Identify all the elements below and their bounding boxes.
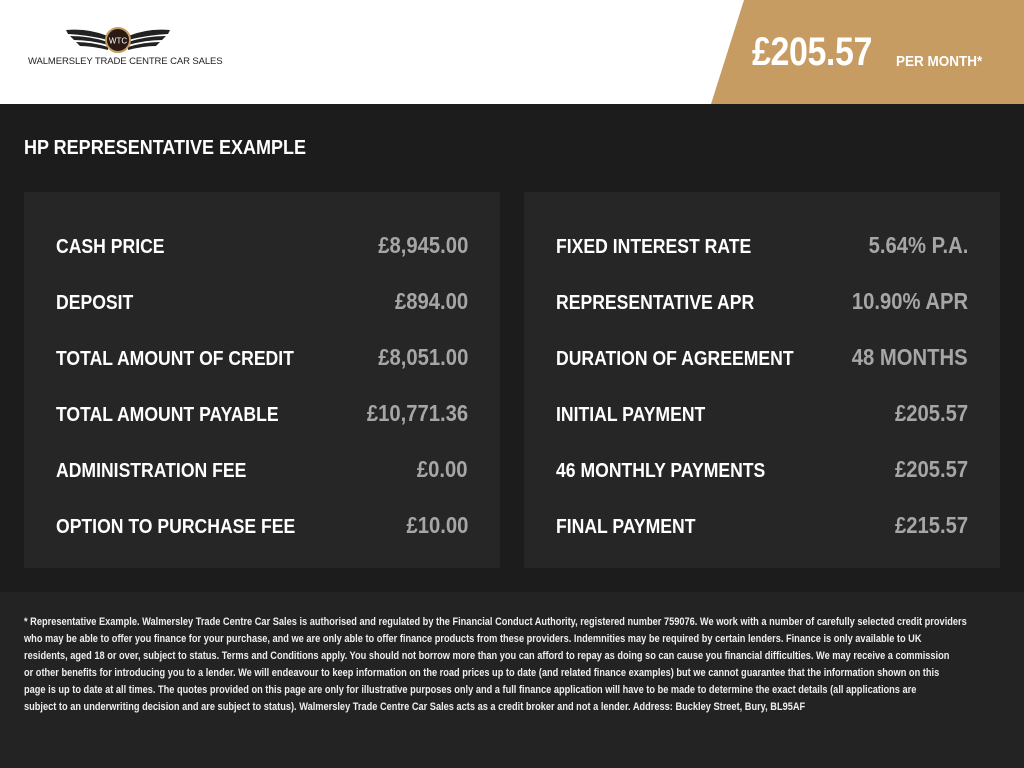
finance-row: ADMINISTRATION FEE £0.00 bbox=[56, 452, 468, 482]
finance-row: REPRESENTATIVE APR 10.90% APR bbox=[556, 284, 968, 314]
disclaimer-line: subject to an underwriting decision and … bbox=[24, 701, 806, 713]
disclaimer-line: or other benefits for introducing you to… bbox=[24, 667, 940, 679]
disclaimer-line: who may be able to offer you finance for… bbox=[24, 633, 922, 645]
row-value: £205.57 bbox=[894, 456, 968, 482]
row-value: £8,051.00 bbox=[377, 344, 468, 370]
row-value: 10.90% APR bbox=[851, 288, 968, 314]
finance-row: TOTAL AMOUNT PAYABLE £10,771.36 bbox=[56, 396, 468, 426]
monthly-price: £205.57 bbox=[752, 30, 872, 74]
row-label: FIXED INTEREST RATE bbox=[556, 236, 752, 258]
finance-row: OPTION TO PURCHASE FEE £10.00 bbox=[56, 508, 468, 538]
finance-row: FINAL PAYMENT £215.57 bbox=[556, 508, 968, 538]
wtc-logo[interactable]: WTC bbox=[28, 26, 208, 72]
row-label: DURATION OF AGREEMENT bbox=[556, 348, 794, 370]
finance-panel-left: CASH PRICE £8,945.00 DEPOSIT £894.00 TOTAL… bbox=[24, 192, 500, 568]
row-value: £8,945.00 bbox=[377, 232, 468, 258]
row-label: DEPOSIT bbox=[56, 292, 134, 314]
row-label: ADMINISTRATION FEE bbox=[56, 460, 247, 482]
row-value: £205.57 bbox=[894, 400, 968, 426]
finance-row: TOTAL AMOUNT OF CREDIT £8,051.00 bbox=[56, 340, 468, 370]
row-label: 46 MONTHLY PAYMENTS bbox=[556, 460, 766, 482]
row-label: OPTION TO PURCHASE FEE bbox=[56, 516, 296, 538]
row-label: FINAL PAYMENT bbox=[556, 516, 696, 538]
row-value: £0.00 bbox=[417, 456, 468, 482]
row-value: £10,771.36 bbox=[366, 400, 468, 426]
row-value: £215.57 bbox=[894, 512, 968, 538]
finance-row: 46 MONTHLY PAYMENTS £205.57 bbox=[556, 452, 968, 482]
price-suffix: PER MONTH* bbox=[896, 53, 983, 70]
finance-row: CASH PRICE £8,945.00 bbox=[56, 228, 468, 258]
row-value: 5.64% P.A. bbox=[868, 232, 968, 258]
row-label: CASH PRICE bbox=[56, 236, 165, 258]
brand-name: WALMERSLEY TRADE CENTRE CAR SALES bbox=[28, 56, 223, 67]
section-title: HP REPRESENTATIVE EXAMPLE bbox=[24, 137, 307, 159]
price-banner bbox=[711, 0, 1024, 104]
row-label: REPRESENTATIVE APR bbox=[556, 292, 755, 314]
finance-panel-right: FIXED INTEREST RATE 5.64% P.A. REPRESENTA… bbox=[524, 192, 1000, 568]
finance-row: FIXED INTEREST RATE 5.64% P.A. bbox=[556, 228, 968, 258]
disclaimer-line: page is up to date at all times. The quo… bbox=[24, 684, 917, 696]
finance-row: DURATION OF AGREEMENT 48 MONTHS bbox=[556, 340, 968, 370]
disclaimer-line: * Representative Example. Walmersley Tra… bbox=[24, 616, 967, 628]
finance-row: INITIAL PAYMENT £205.57 bbox=[556, 396, 968, 426]
row-value: £894.00 bbox=[394, 288, 468, 314]
row-label: TOTAL AMOUNT OF CREDIT bbox=[56, 348, 294, 370]
logo-badge-text: WTC bbox=[109, 37, 127, 46]
row-label: TOTAL AMOUNT PAYABLE bbox=[56, 404, 279, 426]
disclaimer-line: residents, aged 18 or over, subject to s… bbox=[24, 650, 950, 662]
disclaimer-footer: * Representative Example. Walmersley Tra… bbox=[0, 592, 1024, 768]
row-value: £10.00 bbox=[406, 512, 468, 538]
finance-row: DEPOSIT £894.00 bbox=[56, 284, 468, 314]
row-label: INITIAL PAYMENT bbox=[556, 404, 706, 426]
row-value: 48 MONTHS bbox=[852, 344, 968, 370]
